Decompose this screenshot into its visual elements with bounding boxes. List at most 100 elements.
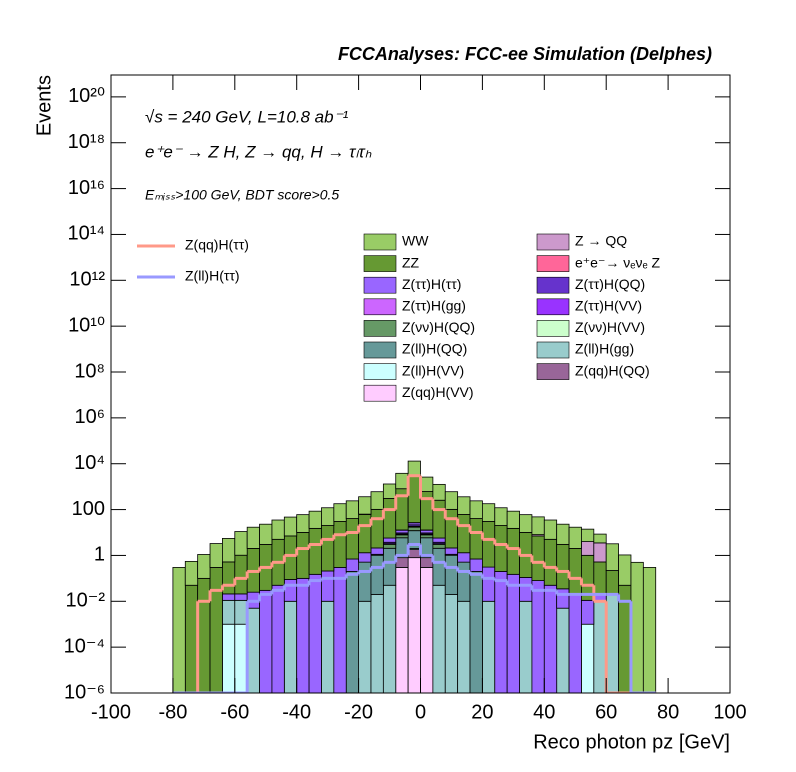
bar — [457, 600, 471, 693]
bar — [370, 547, 384, 555]
bar — [543, 538, 558, 586]
bar — [370, 554, 384, 595]
legend-swatch — [363, 255, 397, 272]
legend-label: Z(ττ)H(VV) — [575, 298, 642, 314]
bar — [531, 516, 545, 536]
x-tick-label: -100 — [91, 701, 131, 723]
bar — [283, 535, 298, 580]
legend-label: Z(νν)H(QQ) — [402, 319, 475, 335]
bar — [333, 567, 347, 693]
bar — [420, 537, 434, 557]
bar — [296, 532, 310, 579]
bar — [222, 623, 236, 693]
y-tick-label: 10¹⁴ — [68, 223, 106, 245]
legend-swatch — [363, 298, 397, 316]
bar — [407, 526, 421, 532]
x-tick-label: -80 — [158, 701, 187, 723]
y-tick-label: 10⁴ — [74, 452, 105, 474]
bar — [321, 525, 335, 572]
bar — [519, 514, 533, 533]
bar — [234, 593, 248, 601]
legend-label: Z(qq)H(QQ) — [575, 362, 650, 378]
y-tick-label: 10⁸ — [74, 360, 105, 382]
bar — [197, 577, 211, 693]
bar — [593, 533, 607, 544]
legend-label: ZZ — [402, 254, 420, 270]
bar — [259, 589, 273, 693]
legend-label: Z(νν)H(VV) — [575, 319, 645, 335]
legend-label: Z(ll)H(QQ) — [402, 341, 467, 357]
x-axis-title: Reco photon pz [GeV] — [533, 731, 730, 753]
bar — [506, 510, 520, 529]
bar — [358, 514, 372, 554]
x-tick-label: 60 — [595, 701, 617, 723]
bar — [593, 561, 607, 595]
bar — [432, 547, 446, 586]
y-tick-label: 10¹⁸ — [68, 131, 105, 153]
bar — [568, 593, 582, 693]
bar — [605, 570, 619, 595]
bar — [432, 543, 446, 549]
bar — [370, 593, 384, 693]
bar — [395, 529, 409, 534]
bar — [444, 508, 459, 549]
bar — [234, 599, 248, 625]
bar — [246, 607, 260, 693]
bar — [184, 584, 199, 693]
bar — [469, 571, 483, 693]
bar — [568, 548, 582, 595]
bar — [506, 573, 520, 693]
bar — [296, 514, 310, 533]
bar — [581, 623, 595, 693]
bar — [345, 558, 360, 572]
bar — [519, 600, 533, 693]
y-tick-label: 10⁻² — [66, 590, 106, 612]
y-tick-label: 10²⁰ — [68, 85, 105, 107]
x-tick-label: -40 — [282, 701, 311, 723]
bar — [296, 577, 310, 693]
bar — [444, 491, 459, 510]
bar — [420, 476, 434, 492]
legend-label: Z(ll)H(VV) — [402, 362, 464, 378]
bar — [222, 561, 236, 595]
bar — [568, 526, 582, 549]
bar — [593, 542, 607, 563]
bar — [308, 510, 322, 529]
bar — [581, 541, 595, 556]
bar — [370, 508, 384, 549]
y-axis-title: Events — [33, 75, 55, 136]
legend-label: e⁺e⁻→ νₑνₑ Z — [575, 254, 661, 270]
annotation: Eₘᵢₛₛ>100 GeV, BDT score>0.5 — [145, 187, 339, 203]
bar — [407, 460, 421, 477]
bar — [494, 507, 508, 526]
bar — [222, 599, 236, 625]
bar — [259, 523, 273, 545]
bar — [395, 537, 409, 557]
y-tick-label: 10¹⁶ — [68, 177, 105, 199]
bar — [358, 496, 372, 515]
bar — [321, 600, 335, 693]
bar — [481, 503, 496, 522]
bar — [395, 567, 409, 693]
bar — [345, 571, 360, 693]
bar — [209, 567, 223, 693]
legend-swatch — [536, 298, 570, 316]
bar — [469, 500, 483, 519]
bar — [407, 549, 421, 559]
legend-label: Z(qq)H(VV) — [402, 384, 474, 400]
y-tick-label: 10⁶ — [75, 406, 105, 428]
bar — [333, 503, 347, 522]
bar — [642, 567, 657, 693]
y-tick-label: 100 — [72, 498, 105, 520]
bar — [234, 623, 248, 693]
y-tick-label: 10⁻⁶ — [64, 681, 105, 703]
bar — [382, 483, 397, 499]
bar — [593, 600, 607, 693]
bar — [370, 491, 384, 510]
bar — [420, 529, 434, 534]
bar — [581, 528, 595, 543]
bar — [184, 560, 199, 586]
x-tick-label: 100 — [713, 701, 746, 723]
legend-swatch — [363, 363, 397, 380]
bar — [382, 498, 397, 539]
